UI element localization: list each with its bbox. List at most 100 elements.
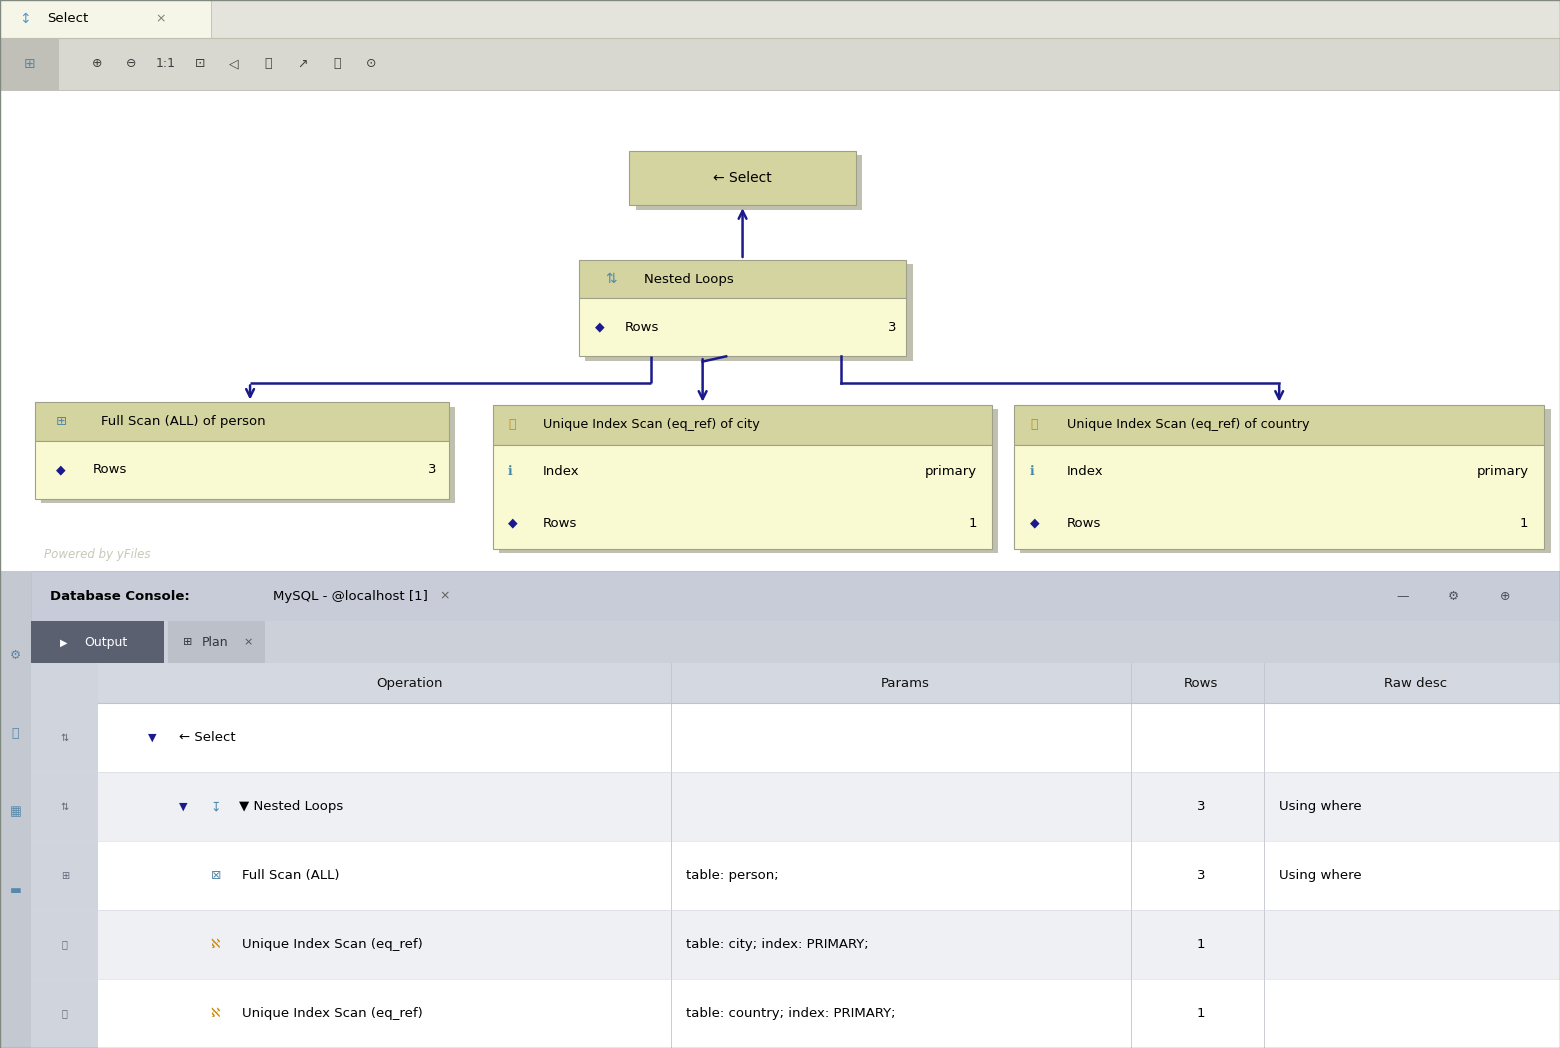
Text: ▼: ▼	[179, 802, 187, 811]
Text: table: country; index: PRIMARY;: table: country; index: PRIMARY;	[686, 1007, 895, 1020]
Text: ↧: ↧	[211, 800, 222, 813]
Text: 1: 1	[1197, 1007, 1206, 1020]
Text: 🔑: 🔑	[509, 418, 515, 432]
Text: ℵ: ℵ	[211, 1007, 220, 1020]
Text: ⇅: ⇅	[605, 272, 616, 286]
Bar	[34, 441, 449, 499]
Text: Database Console:: Database Console:	[50, 590, 190, 603]
Text: Plan: Plan	[201, 636, 228, 649]
Bar	[34, 402, 449, 441]
Bar	[0, 38, 59, 90]
Text: 🔑: 🔑	[62, 1008, 67, 1019]
Bar	[493, 445, 992, 549]
Bar	[579, 260, 906, 299]
Text: ↗: ↗	[298, 58, 307, 70]
Bar	[0, 38, 1560, 90]
Bar	[1020, 409, 1551, 553]
Text: Nested Loops: Nested Loops	[644, 272, 735, 286]
Text: ◆: ◆	[509, 517, 518, 529]
Text: ▼: ▼	[148, 733, 156, 743]
Text: Using where: Using where	[1279, 869, 1362, 882]
Text: ⇅: ⇅	[61, 733, 69, 743]
Text: ⊞: ⊞	[56, 415, 67, 429]
Bar	[98, 979, 1560, 1048]
Bar	[98, 663, 1560, 703]
Text: ▼ Nested Loops: ▼ Nested Loops	[239, 800, 343, 813]
Text: Output: Output	[84, 636, 128, 649]
Text: Rows: Rows	[543, 517, 577, 529]
Text: ⚙: ⚙	[9, 649, 22, 661]
Text: ▬: ▬	[9, 885, 22, 897]
Text: Unique Index Scan (eq_ref): Unique Index Scan (eq_ref)	[242, 938, 423, 952]
Text: Operation: Operation	[376, 677, 443, 690]
Text: 🖨: 🖨	[334, 58, 340, 70]
Bar	[98, 842, 1560, 910]
Text: Unique Index Scan (eq_ref): Unique Index Scan (eq_ref)	[242, 1007, 423, 1020]
Text: Full Scan (ALL) of person: Full Scan (ALL) of person	[101, 415, 265, 429]
Text: 3: 3	[888, 321, 897, 334]
Text: Rows: Rows	[1067, 517, 1101, 529]
Text: ← Select: ← Select	[713, 171, 772, 185]
Text: ↕: ↕	[19, 12, 30, 26]
Text: Select: Select	[47, 13, 87, 25]
Text: ← Select: ← Select	[179, 732, 236, 744]
Text: Using where: Using where	[1279, 800, 1362, 813]
Text: Unique Index Scan (eq_ref) of country: Unique Index Scan (eq_ref) of country	[1067, 418, 1309, 432]
Bar	[636, 155, 861, 210]
Text: table: city; index: PRIMARY;: table: city; index: PRIMARY;	[686, 938, 869, 952]
Text: ▶: ▶	[61, 637, 69, 648]
Bar	[493, 405, 992, 445]
Text: ⚙: ⚙	[1448, 590, 1460, 603]
Text: Rows: Rows	[1184, 677, 1218, 690]
Text: ⊞: ⊞	[61, 871, 69, 880]
Text: 🔑: 🔑	[1030, 418, 1037, 432]
Text: ⊕: ⊕	[92, 58, 101, 70]
Bar	[0, 90, 1560, 571]
Text: 3: 3	[427, 463, 437, 477]
Bar	[98, 703, 1560, 772]
Text: ⊡: ⊡	[195, 58, 204, 70]
Text: ℹ: ℹ	[1030, 464, 1034, 478]
Text: ◆: ◆	[1030, 517, 1039, 529]
Bar	[629, 151, 855, 205]
Bar	[168, 621, 265, 663]
Text: ⏱: ⏱	[12, 727, 19, 740]
Text: Powered by yFiles: Powered by yFiles	[44, 548, 150, 561]
Bar	[31, 571, 1560, 621]
Text: Rows: Rows	[624, 321, 658, 334]
Text: ⊠: ⊠	[211, 869, 222, 882]
Bar	[0, 571, 31, 1048]
Text: ⇅: ⇅	[61, 802, 69, 811]
Bar	[1014, 445, 1544, 549]
Text: ◆: ◆	[596, 321, 605, 334]
Text: ⊞: ⊞	[23, 57, 36, 71]
Text: ⊙: ⊙	[367, 58, 376, 70]
Text: ℵ: ℵ	[211, 938, 220, 952]
Text: 3: 3	[1197, 869, 1206, 882]
Bar	[1014, 405, 1544, 445]
Text: ⬜: ⬜	[265, 58, 271, 70]
Text: Unique Index Scan (eq_ref) of city: Unique Index Scan (eq_ref) of city	[543, 418, 760, 432]
Text: ◆: ◆	[56, 463, 66, 477]
Bar	[579, 299, 906, 356]
Text: ×: ×	[440, 590, 449, 603]
Text: ▦: ▦	[9, 806, 22, 818]
Text: 1: 1	[1519, 517, 1529, 529]
Text: 1: 1	[969, 517, 977, 529]
Text: Raw desc: Raw desc	[1384, 677, 1448, 690]
Bar	[31, 621, 164, 663]
Text: ⊕: ⊕	[1501, 590, 1510, 603]
Text: table: person;: table: person;	[686, 869, 778, 882]
Text: 1: 1	[1197, 938, 1206, 952]
Text: ℹ: ℹ	[509, 464, 513, 478]
Text: Params: Params	[880, 677, 930, 690]
Text: primary: primary	[925, 464, 977, 478]
Text: ×: ×	[243, 637, 253, 648]
Text: ⊞: ⊞	[183, 637, 192, 648]
Text: Index: Index	[543, 464, 579, 478]
Bar	[585, 264, 913, 361]
Text: 🔑: 🔑	[62, 940, 67, 949]
Bar	[0, 0, 211, 38]
Text: Index: Index	[1067, 464, 1103, 478]
Text: Full Scan (ALL): Full Scan (ALL)	[242, 869, 340, 882]
